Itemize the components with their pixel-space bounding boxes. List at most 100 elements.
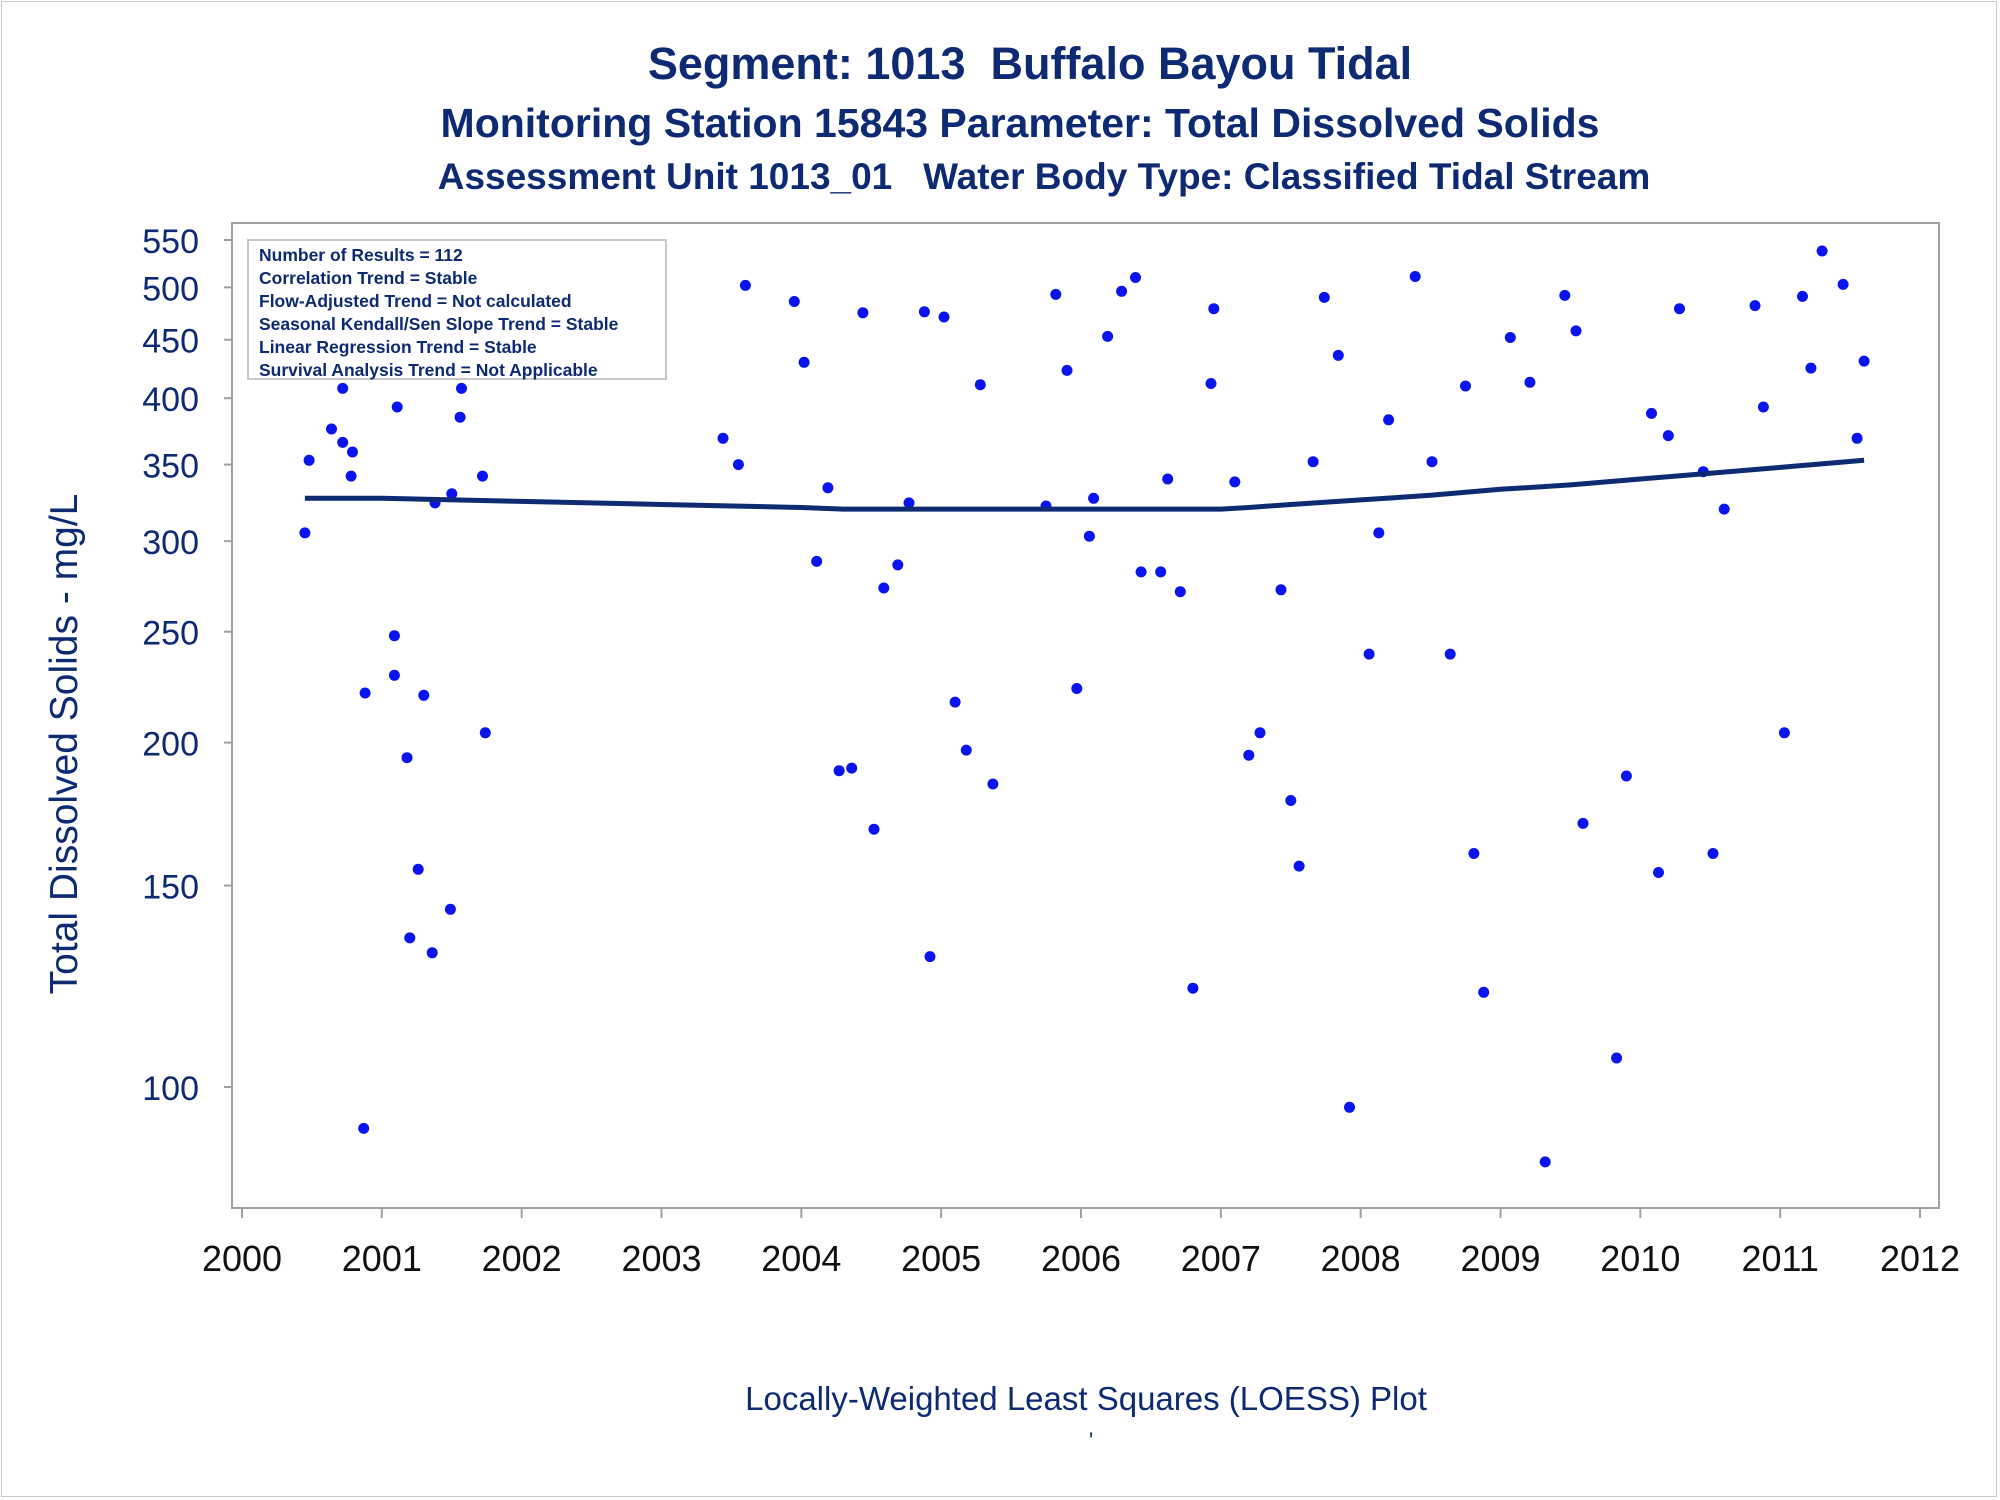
stat-correlation: Correlation Trend = Stable bbox=[259, 268, 478, 288]
data-point bbox=[1805, 362, 1817, 374]
x-tick-label: 2004 bbox=[761, 1238, 841, 1279]
data-point bbox=[388, 630, 400, 642]
data-point bbox=[1504, 332, 1516, 343]
data-point bbox=[1460, 380, 1471, 392]
data-point bbox=[404, 932, 416, 944]
data-point bbox=[1646, 407, 1657, 419]
y-axis: 100 150 200 250 300 350 400 450 500 550 bbox=[142, 223, 232, 1108]
x-tick-label: 2008 bbox=[1321, 1238, 1401, 1279]
data-point bbox=[446, 488, 458, 500]
data-point bbox=[1851, 432, 1863, 444]
data-point bbox=[1229, 476, 1241, 488]
x-tick-label: 2002 bbox=[482, 1238, 562, 1279]
data-point bbox=[456, 382, 467, 394]
data-point bbox=[1749, 300, 1761, 312]
data-point bbox=[426, 947, 438, 959]
data-point bbox=[1155, 566, 1167, 578]
data-point bbox=[337, 436, 349, 448]
data-point bbox=[974, 379, 986, 391]
data-point bbox=[1383, 414, 1395, 426]
data-point bbox=[1205, 378, 1217, 389]
data-point bbox=[1662, 430, 1674, 442]
data-point bbox=[418, 689, 430, 701]
data-point bbox=[1243, 749, 1255, 761]
data-point bbox=[1707, 848, 1719, 859]
data-point bbox=[1318, 291, 1330, 303]
data-point bbox=[732, 459, 744, 471]
stat-survival-analysis: Survival Analysis Trend = Not Applicable bbox=[259, 360, 598, 380]
x-axis: 2000 2001 2002 2003 2004 2005 2006 2007 2008 2009… bbox=[202, 1208, 1960, 1279]
plot-area bbox=[231, 222, 1940, 1209]
x-tick-label: 2001 bbox=[342, 1238, 422, 1279]
data-point bbox=[1577, 817, 1589, 829]
chart-subtitle: Monitoring Station 15843 Parameter: Tota… bbox=[440, 100, 1600, 146]
data-point bbox=[1254, 727, 1266, 739]
data-point bbox=[1293, 860, 1305, 872]
y-tick-label: 400 bbox=[142, 381, 199, 419]
loess-line bbox=[304, 457, 1865, 512]
y-tick-label: 450 bbox=[142, 323, 199, 361]
data-point bbox=[1757, 401, 1769, 413]
x-tick-label: 2006 bbox=[1041, 1238, 1121, 1279]
data-point bbox=[1478, 986, 1490, 998]
data-point bbox=[822, 482, 834, 494]
data-point bbox=[833, 765, 845, 777]
data-point bbox=[788, 296, 800, 307]
footnote-mark: ' bbox=[1089, 1428, 1094, 1453]
y-tick-label: 500 bbox=[142, 270, 199, 308]
data-point bbox=[938, 311, 950, 323]
data-point bbox=[444, 903, 456, 915]
stat-results: Number of Results = 112 bbox=[259, 245, 463, 265]
y-tick-label: 550 bbox=[142, 223, 199, 261]
data-point bbox=[1468, 848, 1480, 859]
data-point bbox=[1409, 271, 1421, 282]
data-point bbox=[1344, 1101, 1355, 1113]
data-point bbox=[949, 696, 961, 708]
data-point bbox=[1285, 795, 1297, 806]
data-point bbox=[1858, 355, 1870, 367]
data-point bbox=[1797, 290, 1808, 302]
stat-seasonal-kendall: Seasonal Kendall/Sen Slope Trend = Stabl… bbox=[259, 314, 619, 334]
data-point bbox=[401, 752, 413, 764]
data-point bbox=[1444, 648, 1456, 660]
data-point bbox=[1332, 349, 1344, 361]
data-point bbox=[868, 823, 880, 835]
data-point bbox=[1570, 325, 1582, 337]
data-point bbox=[347, 446, 358, 458]
y-tick-label: 200 bbox=[142, 726, 199, 764]
data-point bbox=[1524, 376, 1536, 388]
x-tick-label: 2005 bbox=[901, 1238, 981, 1279]
data-point bbox=[1174, 586, 1186, 598]
data-point bbox=[878, 582, 890, 594]
x-tick-label: 2007 bbox=[1181, 1238, 1261, 1279]
footnote: Locally-Weighted Least Squares (LOESS) P… bbox=[745, 1380, 1427, 1417]
x-tick-label: 2010 bbox=[1600, 1238, 1680, 1279]
data-point bbox=[1071, 683, 1083, 694]
x-tick-label: 2009 bbox=[1460, 1238, 1540, 1279]
y-tick-label: 300 bbox=[142, 524, 199, 562]
data-point bbox=[391, 401, 403, 413]
data-point bbox=[1135, 566, 1147, 578]
data-point bbox=[918, 306, 930, 318]
chart-subtitle-2: Assessment Unit 1013_01 Water Body Type:… bbox=[437, 156, 1651, 197]
data-point bbox=[1130, 272, 1141, 283]
x-tick-label: 2012 bbox=[1880, 1238, 1960, 1279]
data-point bbox=[1653, 867, 1664, 878]
data-point bbox=[1363, 648, 1375, 660]
data-point bbox=[1162, 473, 1174, 485]
x-tick-label: 2000 bbox=[202, 1238, 282, 1279]
data-point bbox=[857, 307, 869, 319]
data-point bbox=[1061, 364, 1073, 376]
data-point bbox=[1778, 727, 1790, 739]
trend-stats-box: Number of Results = 112 Correlation Tren… bbox=[247, 239, 667, 380]
chart-title: Segment: 1013 Buffalo Bayou Tidal bbox=[647, 38, 1413, 89]
data-point bbox=[454, 411, 466, 423]
y-tick-label: 350 bbox=[142, 448, 199, 486]
y-tick-label: 150 bbox=[142, 869, 199, 907]
data-point bbox=[1208, 303, 1220, 315]
data-point bbox=[1275, 584, 1287, 596]
data-point bbox=[811, 555, 823, 567]
data-point bbox=[359, 687, 371, 699]
data-point bbox=[1088, 492, 1100, 504]
